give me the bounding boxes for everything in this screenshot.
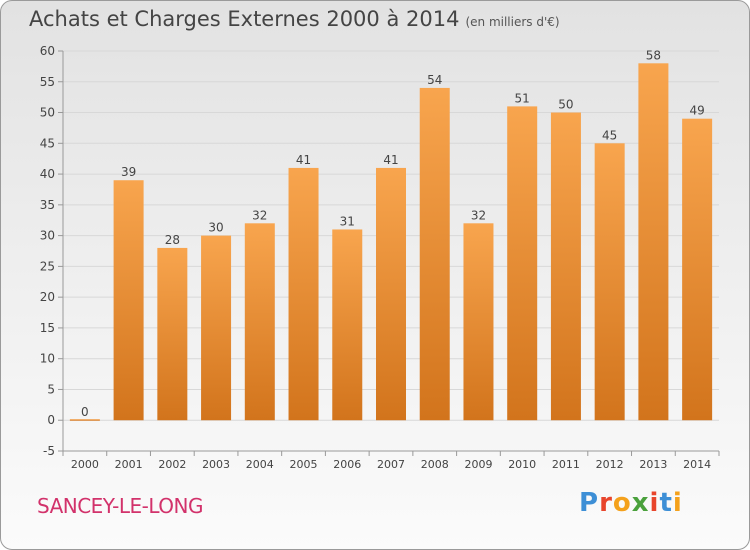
data-label: 41 [383, 153, 398, 167]
bar-2000 [69, 419, 100, 421]
y-tick-label: 55 [40, 75, 55, 89]
y-tick-label: 15 [40, 321, 55, 335]
x-tick-label: 2008 [421, 458, 449, 471]
x-tick-label: 2009 [464, 458, 492, 471]
y-tick-label: 25 [40, 259, 55, 273]
x-tick-label: 2013 [639, 458, 667, 471]
bar-2013 [638, 63, 669, 421]
chart-title: Achats et Charges Externes 2000 à 2014 (e… [29, 7, 560, 31]
logo-letter: o [612, 488, 632, 518]
bar-2010 [507, 106, 538, 421]
y-tick-label: 20 [40, 290, 55, 304]
y-tick-label: 50 [40, 106, 55, 120]
bar-2006 [332, 229, 363, 421]
x-tick-label: 2001 [115, 458, 143, 471]
data-label: 39 [121, 165, 136, 179]
y-tick-label: 60 [40, 44, 55, 58]
logo-letter: i [672, 488, 683, 518]
y-tick-label: 35 [40, 198, 55, 212]
x-tick-label: 2006 [333, 458, 361, 471]
data-label: 30 [208, 221, 223, 235]
data-label: 0 [81, 405, 89, 419]
x-tick-label: 2000 [71, 458, 99, 471]
data-label: 50 [558, 98, 573, 112]
y-tick-label: 30 [40, 229, 55, 243]
data-label: 31 [340, 214, 355, 228]
x-tick-label: 2012 [596, 458, 624, 471]
chart-title-text: Achats et Charges Externes 2000 à 2014 [29, 7, 460, 31]
x-tick-label: 2004 [246, 458, 274, 471]
bar-2014 [682, 118, 713, 421]
y-tick-label: -5 [43, 444, 55, 458]
logo-letter: i [649, 488, 660, 518]
x-tick-label: 2007 [377, 458, 405, 471]
x-tick-label: 2005 [290, 458, 318, 471]
bar-2008 [419, 87, 450, 421]
bar-2001 [113, 180, 144, 421]
data-label: 49 [689, 104, 704, 118]
data-label: 32 [471, 208, 486, 222]
data-label: 45 [602, 128, 617, 142]
y-tick-label: 45 [40, 136, 55, 150]
data-label: 54 [427, 73, 442, 87]
logo-letter: t [659, 488, 673, 518]
commune-name: SANCEY-LE-LONG [37, 494, 204, 518]
bar-2005 [288, 167, 319, 421]
proxiti-logo[interactable]: Proxiti [579, 488, 683, 518]
x-tick-label: 2003 [202, 458, 230, 471]
data-label: 58 [646, 48, 661, 62]
x-tick-label: 2011 [552, 458, 580, 471]
bar-2009 [463, 223, 494, 421]
chart-subtitle: (en milliers d'€) [465, 15, 560, 29]
bar-2012 [594, 143, 625, 421]
bar-2011 [550, 112, 581, 421]
data-labels: 0 39 28 30 32 41 31 41 54 32 51 50 45 58 49 [81, 48, 705, 419]
logo-letter: P [579, 488, 600, 518]
data-label: 32 [252, 208, 267, 222]
y-tick-label: 0 [47, 413, 55, 427]
data-label: 28 [165, 233, 180, 247]
data-label: 41 [296, 153, 311, 167]
bar-2002 [157, 247, 188, 421]
bar-2007 [376, 167, 406, 421]
logo-letter: r [599, 488, 613, 518]
x-tick-label: 2014 [683, 458, 711, 471]
data-label: 51 [515, 91, 530, 105]
bar-2004 [244, 223, 275, 421]
bars [69, 63, 713, 421]
y-tick-label: 10 [40, 352, 55, 366]
x-tick-label: 2010 [508, 458, 536, 471]
y-tick-label: 40 [40, 167, 55, 181]
x-tick-label: 2002 [158, 458, 186, 471]
bar-2003 [201, 235, 232, 421]
y-tick-label: 5 [47, 382, 55, 396]
logo-letter: x [631, 488, 650, 518]
